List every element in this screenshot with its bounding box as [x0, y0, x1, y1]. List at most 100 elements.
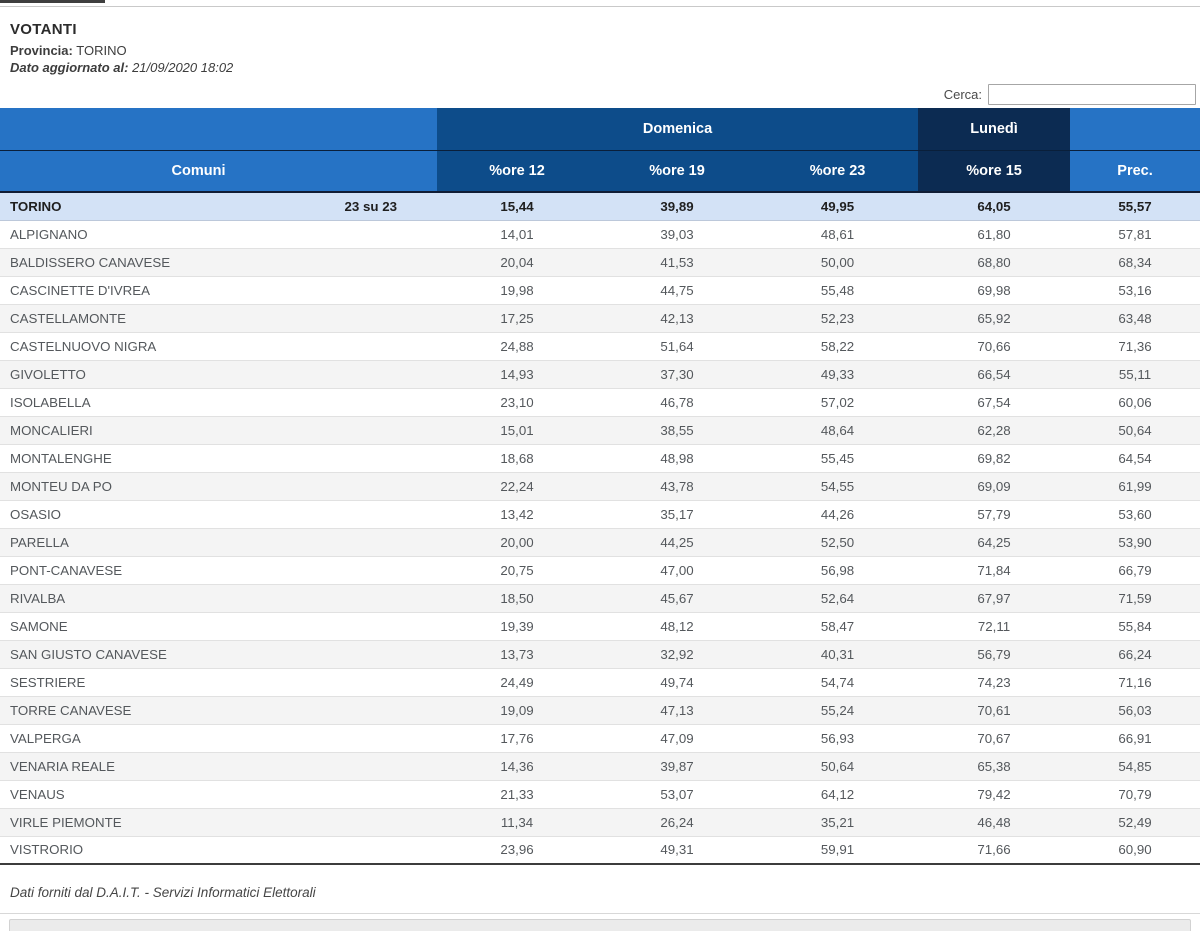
value-cell: 39,87 — [597, 752, 757, 781]
value-cell: 49,74 — [597, 668, 757, 697]
search-input[interactable] — [988, 84, 1196, 105]
value-cell: 60,06 — [1070, 388, 1200, 417]
value-cell: 55,48 — [757, 276, 919, 305]
value-cell: 74,23 — [918, 668, 1071, 697]
value-cell: 69,98 — [918, 276, 1071, 305]
commune-name-cell: VIRLE PIEMONTE — [0, 808, 437, 837]
commune-name-cell: VENAUS — [0, 780, 437, 809]
table-row: MONCALIERI 15,01 38,55 48,64 62,28 50,64 — [0, 416, 1200, 445]
value-cell: 24,88 — [437, 332, 597, 361]
value-cell: 54,55 — [757, 472, 919, 501]
value-cell: 39,03 — [597, 220, 757, 249]
value-cell: 22,24 — [437, 472, 597, 501]
table-row: VALPERGA 17,76 47,09 56,93 70,67 66,91 — [0, 724, 1200, 753]
value-cell: 23,10 — [437, 388, 597, 417]
value-cell: 32,92 — [597, 640, 757, 669]
commune-name-cell: GIVOLETTO — [0, 360, 437, 389]
bottom-bar — [9, 919, 1191, 931]
commune-name-cell: RIVALBA — [0, 584, 437, 613]
value-cell: 14,93 — [437, 360, 597, 389]
column-header-ore12[interactable]: %ore 12 — [437, 150, 597, 193]
table-row: TORRE CANAVESE 19,09 47,13 55,24 70,61 56,03 — [0, 696, 1200, 725]
search-row: Cerca: — [0, 84, 1196, 105]
summary-value-cell: 39,89 — [597, 192, 757, 221]
table-row: CASCINETTE D'IVREA 19,98 44,75 55,48 69,98 53… — [0, 276, 1200, 305]
summary-value-cell: 55,57 — [1070, 192, 1200, 221]
table-row: SAN GIUSTO CANAVESE 13,73 32,92 40,31 56,79 6… — [0, 640, 1200, 669]
value-cell: 51,64 — [597, 332, 757, 361]
value-cell: 13,73 — [437, 640, 597, 669]
updated-line: Dato aggiornato al: 21/09/2020 18:02 — [10, 59, 1190, 76]
table-row: CASTELLAMONTE 17,25 42,13 52,23 65,92 63,48 — [0, 304, 1200, 333]
value-cell: 70,67 — [918, 724, 1071, 753]
value-cell: 64,25 — [918, 528, 1071, 557]
group-header-domenica: Domenica — [437, 108, 919, 151]
commune-name-cell: CASTELLAMONTE — [0, 304, 437, 333]
value-cell: 48,12 — [597, 612, 757, 641]
column-header-comuni[interactable]: Comuni — [0, 150, 437, 193]
value-cell: 57,02 — [757, 388, 919, 417]
group-header-row: Domenica Lunedì — [0, 108, 1200, 151]
active-tab-marker — [0, 0, 105, 3]
summary-name: TORINO — [10, 198, 62, 214]
summary-value-cell: 15,44 — [437, 192, 597, 221]
column-header-ore19[interactable]: %ore 19 — [597, 150, 757, 193]
column-header-ore23[interactable]: %ore 23 — [757, 150, 919, 193]
value-cell: 57,79 — [918, 500, 1071, 529]
value-cell: 57,81 — [1070, 220, 1200, 249]
value-cell: 64,54 — [1070, 444, 1200, 473]
table-row: VENAUS 21,33 53,07 64,12 79,42 70,79 — [0, 780, 1200, 809]
value-cell: 71,16 — [1070, 668, 1200, 697]
value-cell: 68,34 — [1070, 248, 1200, 277]
value-cell: 71,59 — [1070, 584, 1200, 613]
table-row: PONT-CANAVESE 20,75 47,00 56,98 71,84 66,79 — [0, 556, 1200, 585]
value-cell: 46,78 — [597, 388, 757, 417]
table-row: VISTRORIO 23,96 49,31 59,91 71,66 60,90 — [0, 836, 1200, 864]
value-cell: 41,53 — [597, 248, 757, 277]
column-header-row: Comuni %ore 12 %ore 19 %ore 23 %ore 15 P… — [0, 150, 1200, 193]
value-cell: 55,45 — [757, 444, 919, 473]
commune-name-cell: VALPERGA — [0, 724, 437, 753]
value-cell: 49,33 — [757, 360, 919, 389]
value-cell: 15,01 — [437, 416, 597, 445]
value-cell: 35,21 — [757, 808, 919, 837]
table-row: OSASIO 13,42 35,17 44,26 57,79 53,60 — [0, 500, 1200, 529]
value-cell: 47,00 — [597, 556, 757, 585]
column-header-ore15[interactable]: %ore 15 — [918, 150, 1071, 193]
table-row: SAMONE 19,39 48,12 58,47 72,11 55,84 — [0, 612, 1200, 641]
page-header: VOTANTI Provincia: TORINO Dato aggiornat… — [0, 7, 1200, 76]
value-cell: 52,49 — [1070, 808, 1200, 837]
value-cell: 54,74 — [757, 668, 919, 697]
value-cell: 66,79 — [1070, 556, 1200, 585]
value-cell: 79,42 — [918, 780, 1071, 809]
column-header-prec[interactable]: Prec. — [1070, 150, 1200, 193]
value-cell: 43,78 — [597, 472, 757, 501]
value-cell: 17,25 — [437, 304, 597, 333]
value-cell: 46,48 — [918, 808, 1071, 837]
value-cell: 71,66 — [977, 842, 1011, 858]
value-cell: 19,98 — [437, 276, 597, 305]
value-cell: 63,48 — [1070, 304, 1200, 333]
value-cell: 53,60 — [1070, 500, 1200, 529]
commune-name-cell: SAMONE — [0, 612, 437, 641]
votanti-table: Domenica Lunedì Comuni %ore 12 %ore 19 %… — [0, 108, 1200, 865]
value-cell: 23,96 — [500, 842, 534, 858]
value-cell: 71,36 — [1070, 332, 1200, 361]
page-title: VOTANTI — [10, 21, 77, 38]
summary-row: TORINO 23 su 23 15,44 39,89 49,95 64,05 … — [0, 192, 1200, 221]
value-cell: 56,98 — [757, 556, 919, 585]
commune-name-cell: VISTRORIO — [10, 842, 84, 858]
value-cell: 37,30 — [597, 360, 757, 389]
table-row: ISOLABELLA 23,10 46,78 57,02 67,54 60,06 — [0, 388, 1200, 417]
value-cell: 67,97 — [918, 584, 1071, 613]
value-cell: 53,07 — [597, 780, 757, 809]
commune-name-cell: PONT-CANAVESE — [0, 556, 437, 585]
commune-name-cell: OSASIO — [0, 500, 437, 529]
value-cell: 55,24 — [757, 696, 919, 725]
value-cell: 64,12 — [757, 780, 919, 809]
value-cell: 65,38 — [918, 752, 1071, 781]
commune-name-cell: VENARIA REALE — [0, 752, 437, 781]
summary-name-cell: TORINO 23 su 23 — [0, 192, 437, 221]
value-cell: 14,01 — [437, 220, 597, 249]
commune-name-cell: MONTALENGHE — [0, 444, 437, 473]
